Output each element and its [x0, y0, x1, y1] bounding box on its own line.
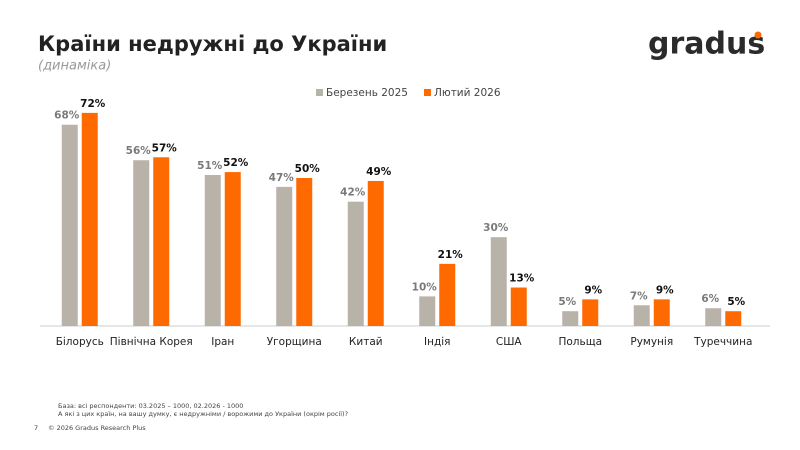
- value-label: 50%: [295, 163, 321, 175]
- bar: [224, 172, 241, 326]
- bar: [653, 299, 670, 326]
- bar: [81, 112, 98, 326]
- legend-label: Лютий 2026: [434, 87, 501, 99]
- bar: [490, 237, 507, 326]
- bar: [439, 263, 456, 326]
- bar: [367, 180, 384, 326]
- value-label: 47%: [269, 172, 295, 184]
- footnote: А які з цих країн, на вашу думку, є недр…: [58, 410, 348, 418]
- value-label: 30%: [483, 222, 509, 234]
- value-label: 68%: [54, 110, 80, 122]
- bar: [419, 296, 436, 326]
- bar: [61, 124, 78, 326]
- bar: [133, 160, 150, 326]
- bar: [562, 311, 579, 326]
- bar: [705, 308, 722, 326]
- bar: [276, 186, 293, 326]
- x-tick-label: Туреччина: [693, 336, 752, 348]
- x-tick-label: Румунія: [630, 336, 673, 348]
- title: Країни недружні до України: [38, 32, 387, 56]
- value-label: 21%: [438, 249, 464, 261]
- value-label: 56%: [126, 145, 152, 157]
- page-number: 7: [34, 424, 38, 432]
- bar: [153, 157, 170, 326]
- bar: [204, 175, 221, 326]
- legend-label: Березень 2025: [326, 87, 408, 99]
- subtitle: (динаміка): [38, 59, 111, 74]
- x-tick-label: Північна Корея: [110, 336, 193, 348]
- x-tick-label: США: [496, 336, 523, 348]
- x-tick-label: Китай: [349, 336, 383, 348]
- copyright: © 2026 Gradus Research Plus: [48, 424, 146, 432]
- logo-dot: [754, 31, 762, 39]
- value-label: 42%: [340, 187, 366, 199]
- x-tick-label: Угорщина: [267, 336, 322, 348]
- x-tick-label: Індія: [424, 336, 450, 348]
- value-label: 9%: [584, 284, 602, 296]
- value-label: 7%: [630, 290, 648, 302]
- value-label: 51%: [197, 160, 223, 172]
- legend-swatch: [316, 89, 323, 96]
- value-label: 6%: [701, 293, 719, 305]
- x-tick-label: Іран: [211, 336, 234, 348]
- bar: [582, 299, 599, 326]
- x-tick-label: Білорусь: [56, 336, 104, 348]
- bar: [510, 287, 527, 326]
- value-label: 5%: [558, 296, 576, 308]
- value-label: 72%: [80, 98, 106, 110]
- value-label: 57%: [152, 142, 178, 154]
- value-label: 9%: [656, 284, 674, 296]
- bar: [725, 311, 742, 326]
- value-label: 52%: [223, 157, 249, 169]
- footnote: База: всі респонденти: 03.2025 – 1000, 0…: [58, 402, 243, 410]
- bar: [347, 201, 364, 326]
- value-label: 13%: [509, 273, 535, 285]
- bar: [633, 305, 650, 326]
- logo: gradus: [648, 27, 765, 62]
- value-label: 49%: [366, 166, 392, 178]
- bar: [296, 178, 313, 326]
- value-label: 5%: [727, 296, 745, 308]
- legend-swatch: [423, 89, 431, 96]
- x-tick-label: Польща: [558, 336, 602, 348]
- value-label: 10%: [412, 281, 438, 293]
